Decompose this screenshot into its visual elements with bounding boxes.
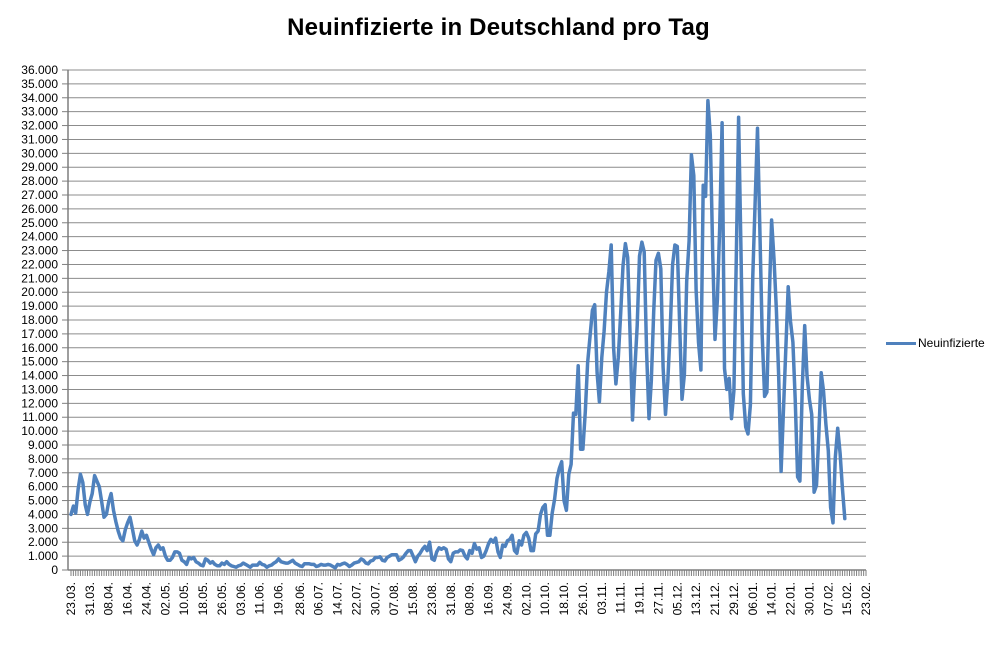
y-axis-label: 14.000 (21, 369, 58, 383)
x-axis-label: 13.12. (689, 582, 703, 615)
y-axis-label: 18.000 (21, 313, 58, 327)
x-axis-label: 22.01. (784, 582, 798, 615)
y-axis-label: 28.000 (21, 174, 58, 188)
y-axis-label: 7.000 (28, 466, 58, 480)
y-axis-label: 11.000 (22, 410, 58, 424)
legend: Neuinfizierte (886, 336, 985, 350)
x-axis-label: 19.06. (272, 582, 286, 615)
y-axis-label: 21.000 (21, 271, 58, 285)
y-axis-label: 32.000 (21, 119, 58, 133)
x-axis-label: 08.04. (102, 582, 116, 615)
y-axis-labels: 36.00035.00034.00033.00032.00031.00030.0… (21, 63, 58, 577)
y-axis-label: 29.000 (21, 160, 58, 174)
x-axis-label: 16.04. (121, 582, 135, 615)
y-axis-label: 10.000 (21, 424, 58, 438)
x-axis-label: 24.09. (500, 582, 514, 615)
y-axis-label: 19.000 (21, 299, 58, 313)
y-gridlines (68, 69, 866, 557)
y-axis-label: 36.000 (21, 63, 58, 77)
x-axis-label: 06.01. (746, 582, 760, 615)
y-axis-label: 30.000 (21, 146, 58, 160)
y-axis-label: 25.000 (21, 216, 58, 230)
y-axis-label: 9.000 (28, 438, 58, 452)
x-axis-label: 03.11. (595, 582, 609, 614)
x-axis-label: 11.11. (614, 582, 628, 614)
axes (67, 70, 866, 571)
x-axis-label: 30.01. (802, 582, 816, 615)
x-axis-daily-ticks (70, 570, 867, 576)
x-axis-label: 02.10. (519, 582, 533, 615)
x-axis-label: 07.02. (821, 582, 835, 615)
x-axis-label: 15.02. (840, 582, 854, 615)
x-axis-label: 23.03. (64, 582, 78, 615)
legend-line-swatch (886, 341, 916, 345)
x-axis-label: 18.10. (557, 582, 571, 615)
x-axis-label: 14.07. (331, 582, 345, 615)
x-axis-label: 31.03. (83, 582, 97, 615)
y-axis-label: 3.000 (28, 521, 58, 535)
y-axis-label: 8.000 (28, 452, 58, 466)
x-axis-label: 24.04. (139, 582, 153, 615)
y-axis-label: 12.000 (21, 396, 58, 410)
y-axis-label: 34.000 (21, 91, 58, 105)
y-axis-label: 13.000 (21, 382, 58, 396)
y-axis-label: 17.000 (21, 327, 58, 341)
y-axis-label: 27.000 (21, 188, 58, 202)
y-axis-label: 6.000 (28, 480, 58, 494)
legend-label: Neuinfizierte (918, 336, 985, 350)
x-axis-label: 06.07. (312, 582, 326, 615)
y-axis-label: 23.000 (21, 244, 58, 258)
y-axis-label: 22.000 (21, 257, 58, 271)
x-axis-label: 21.12. (708, 582, 722, 615)
x-axis-label: 27.11. (651, 582, 665, 614)
x-axis-label: 19.11. (633, 582, 647, 614)
chart-title: Neuinfizierte in Deutschland pro Tag (287, 14, 710, 41)
x-axis-label: 29.12. (727, 582, 741, 615)
x-axis-label: 31.08. (444, 582, 458, 615)
x-axis-label: 02.05. (158, 582, 172, 615)
x-axis-label: 05.12. (670, 582, 684, 615)
x-axis-label: 16.09. (482, 582, 496, 615)
x-axis-labels: 23.03. 31.03. 08.04. 16.04. 24.04. 02.05. 10.0… (64, 582, 873, 615)
x-axis-label: 15.08. (406, 582, 420, 615)
y-axis-label: 20.000 (21, 285, 58, 299)
x-axis-label: 10.05. (177, 582, 191, 615)
x-axis-label: 28.06. (293, 582, 307, 615)
y-axis-label: 16.000 (21, 341, 58, 355)
x-axis-label: 03.06. (234, 582, 248, 615)
y-axis-label: 1.000 (28, 549, 58, 563)
x-axis-label: 07.08. (387, 582, 401, 615)
y-axis-label: 35.000 (21, 77, 58, 91)
x-axis-label: 23.08. (425, 582, 439, 615)
data-series-line (69, 98, 847, 570)
x-axis-label: 11.06. (253, 582, 267, 614)
y-axis-label: 2.000 (28, 535, 58, 549)
x-axis-label: 18.05. (196, 582, 210, 615)
x-axis-label: 22.07. (349, 582, 363, 615)
x-axis-label: 26.10. (576, 582, 590, 615)
x-axis-label: 26.05. (215, 582, 229, 615)
y-axis-label: 15.000 (21, 355, 58, 369)
y-axis-label: 4.000 (28, 507, 58, 521)
y-axis-label: 26.000 (21, 202, 58, 216)
x-axis-label: 14.01. (765, 582, 779, 615)
y-axis-label: 0 (51, 563, 58, 577)
y-axis-label: 5.000 (28, 494, 58, 508)
x-axis-label: 23.02. (859, 582, 873, 615)
x-axis-label: 30.07. (368, 582, 382, 615)
y-axis-label: 31.000 (21, 132, 58, 146)
y-axis-label: 24.000 (21, 230, 58, 244)
x-axis-label: 10.10. (538, 582, 552, 615)
x-axis-label: 08.09. (463, 582, 477, 615)
y-axis-label: 33.000 (21, 105, 58, 119)
